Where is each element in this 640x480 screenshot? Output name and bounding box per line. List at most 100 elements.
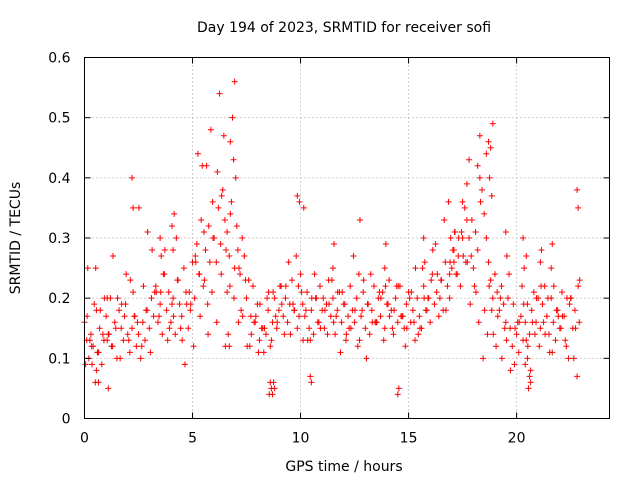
data-point — [576, 319, 583, 326]
data-point — [432, 241, 439, 248]
data-point — [449, 247, 456, 254]
data-point — [250, 283, 257, 290]
data-point — [278, 301, 285, 308]
data-point — [548, 265, 555, 272]
data-point — [231, 78, 238, 85]
data-point — [269, 391, 276, 398]
data-point — [385, 301, 392, 308]
data-point — [438, 277, 445, 284]
chart-title: Day 194 of 2023, SRMTID for receiver sof… — [197, 20, 491, 36]
data-point — [395, 283, 402, 290]
data-point — [504, 295, 511, 302]
data-point — [434, 271, 441, 278]
data-point — [528, 307, 535, 314]
data-point — [381, 325, 388, 332]
data-point — [410, 319, 417, 326]
data-point — [231, 265, 238, 272]
data-point — [429, 247, 436, 254]
data-point — [502, 228, 509, 235]
data-point — [472, 289, 479, 296]
data-point — [252, 313, 259, 320]
data-point — [231, 295, 238, 302]
data-point — [523, 253, 530, 260]
data-point — [293, 253, 300, 260]
data-point — [216, 90, 223, 97]
data-point — [170, 247, 177, 254]
data-point — [196, 271, 203, 278]
data-point — [262, 331, 269, 338]
data-point — [227, 138, 234, 145]
x-tick-label: 10 — [292, 431, 310, 447]
data-point — [131, 313, 138, 320]
data-point — [380, 337, 387, 344]
data-point — [490, 331, 497, 338]
data-point — [299, 301, 306, 308]
data-point — [104, 337, 111, 344]
data-point — [337, 349, 344, 356]
data-point — [365, 301, 372, 308]
data-point — [206, 259, 213, 266]
data-point — [135, 331, 142, 338]
data-point — [510, 301, 517, 308]
data-point — [256, 301, 263, 308]
data-point — [343, 331, 350, 338]
data-point — [223, 247, 230, 254]
data-point — [501, 325, 508, 332]
data-point — [347, 325, 354, 332]
data-point — [296, 198, 303, 205]
data-point — [326, 301, 333, 308]
data-point — [431, 301, 438, 308]
data-point — [550, 283, 557, 290]
data-point — [450, 259, 457, 266]
data-point — [204, 301, 211, 308]
data-point — [130, 289, 137, 296]
data-point — [511, 361, 518, 368]
data-point — [167, 319, 174, 326]
data-point — [170, 295, 177, 302]
data-point — [120, 337, 127, 344]
data-point — [226, 253, 233, 260]
data-point — [468, 216, 475, 223]
data-point — [371, 283, 378, 290]
data-point — [483, 150, 490, 157]
data-point — [329, 265, 336, 272]
data-point — [420, 235, 427, 241]
data-point — [97, 307, 104, 314]
data-point — [267, 343, 274, 350]
data-point — [467, 301, 474, 308]
data-point — [503, 253, 510, 260]
data-point — [95, 379, 102, 386]
data-point — [526, 373, 533, 380]
data-point — [489, 295, 496, 302]
data-point — [232, 174, 239, 181]
data-point — [229, 114, 236, 121]
data-point — [169, 222, 175, 229]
data-point — [147, 349, 154, 356]
data-point — [546, 349, 553, 356]
data-point — [506, 271, 513, 278]
data-point — [487, 144, 494, 151]
data-point — [412, 337, 419, 344]
data-point — [331, 241, 338, 248]
data-point — [327, 313, 334, 320]
data-point — [270, 379, 277, 386]
data-point — [244, 343, 251, 350]
y-tick-label: 0.5 — [48, 111, 70, 127]
data-point — [243, 295, 250, 302]
data-point — [476, 174, 483, 181]
data-point — [481, 210, 488, 217]
data-point — [389, 325, 396, 332]
data-point — [484, 331, 491, 338]
data-point — [304, 337, 311, 344]
data-point — [208, 289, 215, 296]
data-point — [445, 198, 452, 205]
data-point — [261, 325, 268, 332]
y-tick-label: 0.3 — [48, 231, 70, 247]
data-point — [296, 313, 303, 320]
data-point — [143, 307, 150, 314]
data-point — [110, 253, 117, 260]
data-point — [139, 319, 146, 326]
y-tick-label: 0 — [62, 412, 71, 428]
data-point — [291, 307, 298, 314]
data-point — [177, 325, 184, 332]
